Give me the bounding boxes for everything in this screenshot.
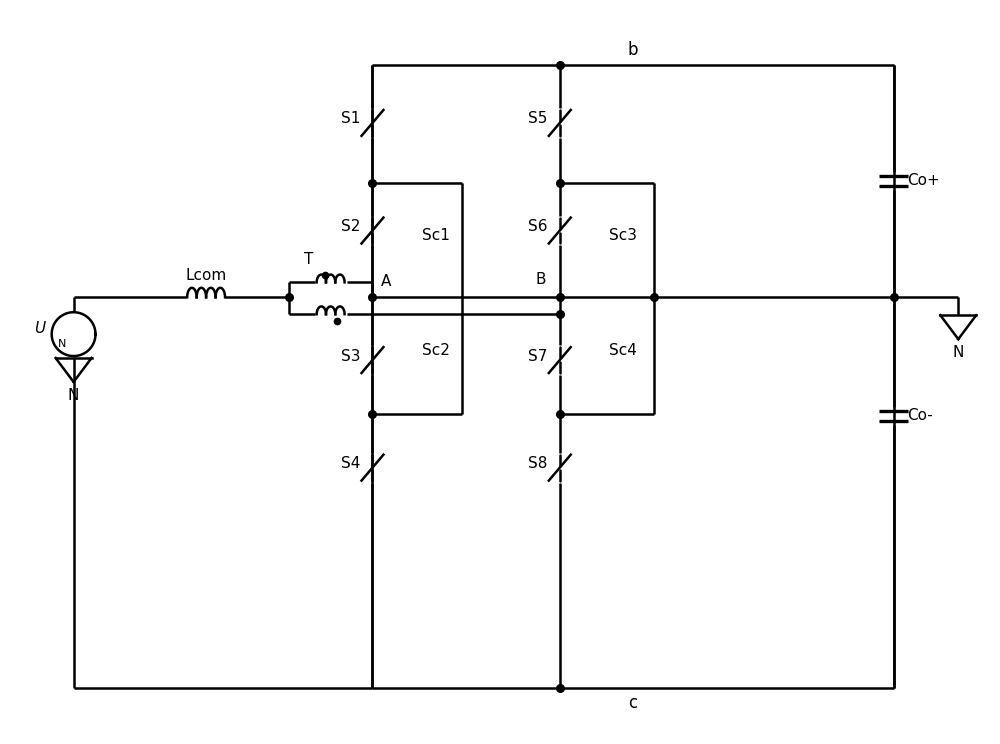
Text: S2: S2 <box>341 219 361 234</box>
Text: S1: S1 <box>341 112 361 126</box>
Text: S5: S5 <box>528 112 548 126</box>
Text: S4: S4 <box>341 456 361 471</box>
Text: S3: S3 <box>341 348 361 364</box>
Text: Sc2: Sc2 <box>422 343 450 358</box>
Text: c: c <box>628 694 638 712</box>
Text: A: A <box>380 275 391 289</box>
Text: B: B <box>535 272 546 287</box>
Text: Lcom: Lcom <box>185 269 227 283</box>
Text: Sc3: Sc3 <box>609 228 637 243</box>
Text: S6: S6 <box>528 219 548 234</box>
Text: S8: S8 <box>528 456 548 471</box>
Text: Co+: Co+ <box>907 173 940 188</box>
Text: U: U <box>35 321 46 336</box>
Text: Sc1: Sc1 <box>422 228 450 243</box>
Text: S7: S7 <box>528 348 548 364</box>
Text: Sc4: Sc4 <box>609 343 637 358</box>
Text: b: b <box>628 41 638 60</box>
Text: N: N <box>68 388 79 403</box>
Text: Co-: Co- <box>907 408 933 423</box>
Text: N: N <box>58 339 66 349</box>
Text: N: N <box>953 345 964 360</box>
Text: T: T <box>304 252 313 267</box>
